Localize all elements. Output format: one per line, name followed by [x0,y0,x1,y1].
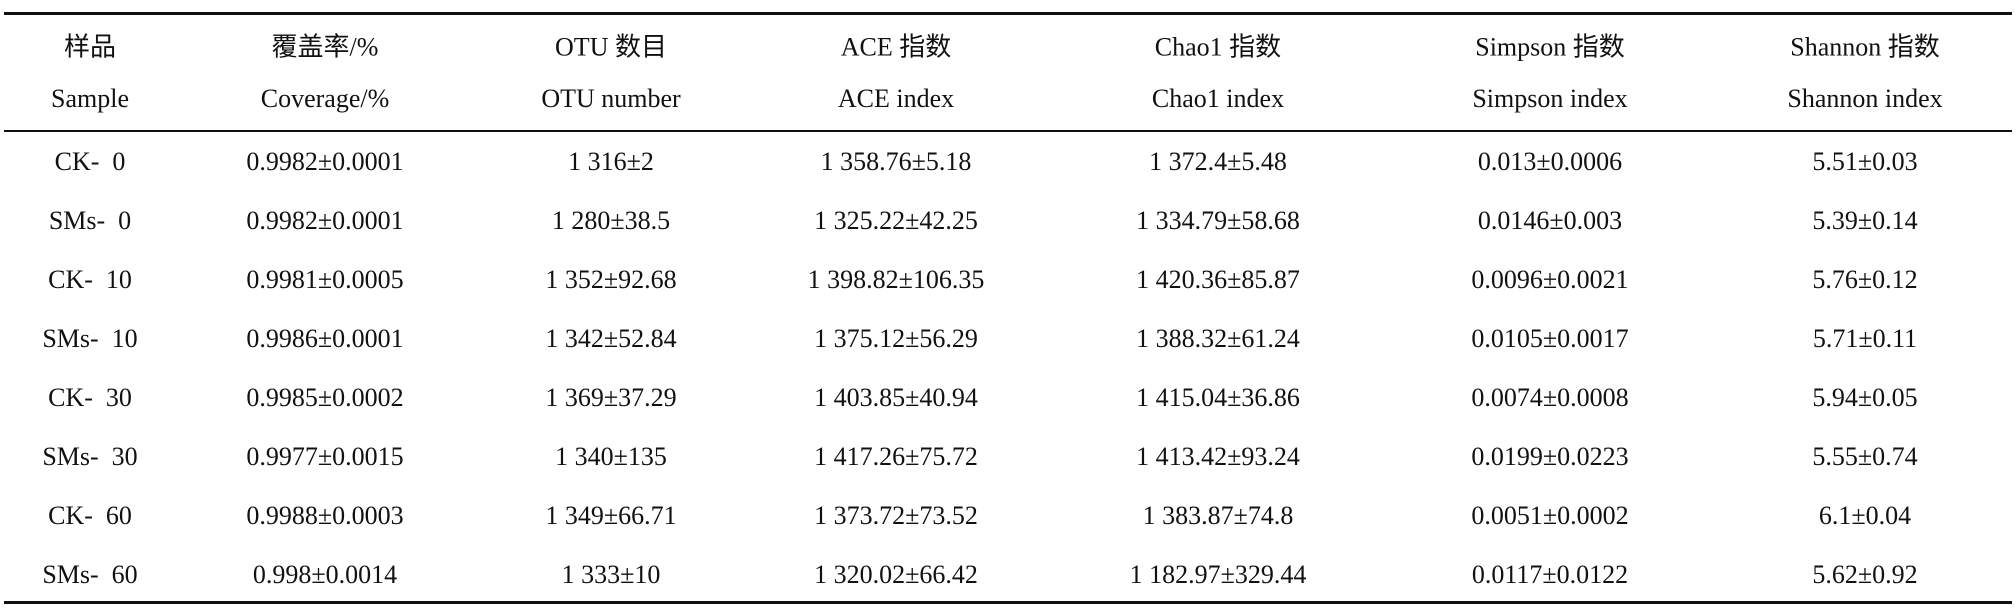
cell: 1 280±38.5 [551,206,671,235]
cell: 0.9982±0.0001 [246,147,404,176]
bottom-rule [4,601,2012,604]
header-zh: 样品 [63,32,117,62]
header-en: OTU number [541,84,681,113]
header-zh: 覆盖率/% [271,32,379,62]
cell: 0.998±0.0014 [252,560,398,589]
cell: 1 373.72±73.52 [814,501,978,530]
cell: 0.9985±0.0002 [246,383,404,412]
cell: 5.62±0.92 [1812,560,1918,589]
cell: 1 415.04±36.86 [1136,383,1300,412]
cell: 1 417.26±75.72 [814,442,978,471]
cell: 1 349±66.71 [545,501,677,530]
cell: CK- 10 [48,265,132,294]
cell: 5.51±0.03 [1812,147,1918,176]
header-en: Simpson index [1472,84,1628,113]
header-zh: Chao1 指数 [1154,32,1282,62]
cell: SMs- 0 [48,206,132,235]
cell: 1 420.36±85.87 [1136,265,1300,294]
cell: 0.0105±0.0017 [1471,324,1629,353]
cell: 1 352±92.68 [545,265,677,294]
header-zh: Simpson 指数 [1475,32,1625,62]
cell: 0.0096±0.0021 [1471,265,1629,294]
cell: 1 388.32±61.24 [1136,324,1300,353]
cell: 1 398.82±106.35 [807,265,985,294]
cell: 1 182.97±329.44 [1129,560,1307,589]
cell: 5.94±0.05 [1812,383,1918,412]
cell: CK- 60 [48,501,132,530]
cell: 1 333±10 [561,560,661,589]
cell: 1 342±52.84 [545,324,677,353]
cell: 1 358.76±5.18 [820,147,972,176]
cell: 0.013±0.0006 [1477,147,1623,176]
header-zh: OTU 数目 [555,32,667,62]
cell: 1 316±2 [568,147,654,176]
header-en: Shannon index [1787,84,1943,113]
cell: 1 334.79±58.68 [1136,206,1300,235]
cell: 0.9982±0.0001 [246,206,404,235]
cell: 5.71±0.11 [1812,324,1918,353]
cell: 0.9986±0.0001 [246,324,404,353]
cell: CK- 30 [48,383,132,412]
cell: SMs- 10 [42,324,138,353]
cell: CK- 0 [54,147,126,176]
header-en: ACE index [837,84,955,113]
cell: 0.0199±0.0223 [1471,442,1629,471]
cell: 1 320.02±66.42 [814,560,978,589]
cell: 5.76±0.12 [1812,265,1918,294]
header-rule [4,130,2012,132]
cell: 1 403.85±40.94 [814,383,978,412]
top-rule [4,12,2012,15]
cell: 1 375.12±56.29 [814,324,978,353]
cell: 5.39±0.14 [1812,206,1918,235]
cell: 0.9988±0.0003 [246,501,404,530]
cell: 1 372.4±5.48 [1149,147,1287,176]
cell: 1 325.22±42.25 [814,206,978,235]
cell: 0.9981±0.0005 [246,265,404,294]
cell: 0.0146±0.003 [1477,206,1623,235]
cell: SMs- 30 [42,442,138,471]
cell: 5.55±0.74 [1812,442,1918,471]
cell: 1 383.87±74.8 [1142,501,1294,530]
cell: SMs- 60 [42,560,138,589]
cell: 1 340±135 [555,442,667,471]
header-en: Sample [51,84,129,113]
header-en: Chao1 index [1151,84,1285,113]
cell: 0.9977±0.0015 [246,442,404,471]
cell: 0.0074±0.0008 [1471,383,1629,412]
cell: 1 369±37.29 [545,383,677,412]
header-en: Coverage/% [260,84,390,113]
cell: 0.0051±0.0002 [1471,501,1629,530]
header-zh: ACE 指数 [840,32,952,62]
cell: 6.1±0.04 [1818,501,1912,530]
cell: 1 413.42±93.24 [1136,442,1300,471]
cell: 0.0117±0.0122 [1471,560,1629,589]
header-zh: Shannon 指数 [1790,32,1940,62]
